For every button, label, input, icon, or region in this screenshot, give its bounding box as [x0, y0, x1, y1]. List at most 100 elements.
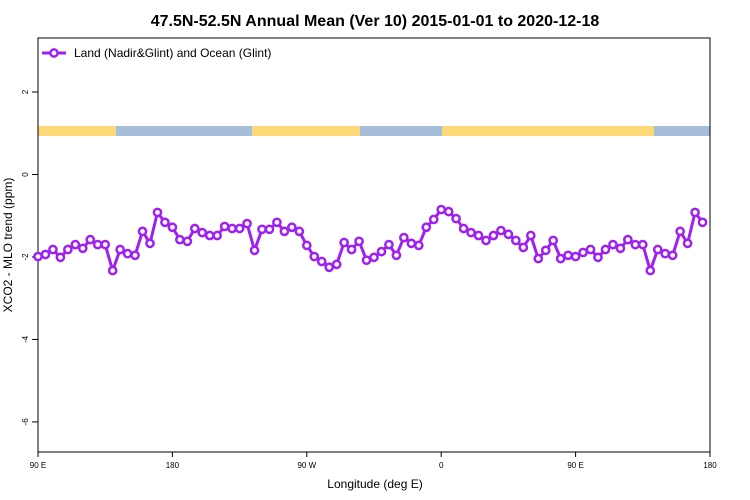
data-point: [443, 206, 454, 217]
data-point: [630, 239, 641, 250]
data-point: [287, 222, 297, 233]
data-point: [33, 251, 43, 262]
data-point: [384, 239, 394, 250]
data-point: [578, 247, 588, 258]
y-tick-label: -4: [21, 335, 30, 343]
data-point: [77, 243, 88, 254]
chart-title: 47.5N-52.5N Annual Mean (Ver 10) 2015-01…: [151, 13, 600, 30]
surface-strip: [38, 126, 710, 136]
data-point: [570, 251, 581, 262]
ocean-strip: [38, 126, 710, 136]
data-point: [406, 238, 417, 249]
y-tick-label: 2: [21, 89, 30, 94]
data-point: [40, 249, 51, 260]
data-point: [645, 265, 656, 276]
data-point: [92, 239, 103, 250]
data-point: [160, 217, 170, 228]
x-tick-label: 90 W: [297, 461, 316, 470]
data-point: [548, 235, 559, 246]
data-point: [660, 248, 671, 259]
data-point: [85, 234, 96, 245]
y-tick-label: -2: [21, 253, 30, 261]
data-point: [219, 221, 230, 232]
x-axis-label: Longitude (deg E): [327, 477, 422, 491]
data-point: [324, 262, 335, 273]
data-point: [525, 230, 536, 241]
data-point: [428, 214, 439, 225]
data-point: [436, 204, 447, 215]
data-point: [555, 253, 566, 264]
data-point: [279, 226, 290, 237]
data-point: [623, 234, 633, 245]
data-point: [346, 244, 357, 255]
data-point: [122, 248, 133, 259]
data-point: [234, 223, 245, 234]
data-point: [563, 250, 573, 261]
data-point: [496, 225, 506, 236]
data-point: [63, 244, 73, 255]
data-point: [130, 250, 140, 261]
data-point: [107, 265, 118, 276]
data-point: [391, 250, 402, 261]
y-tick-label: -6: [21, 418, 30, 426]
data-point: [637, 239, 648, 250]
data-point: [264, 224, 275, 235]
data-point: [152, 207, 163, 218]
data-point: [197, 227, 208, 238]
data-point: [615, 243, 626, 254]
data-point: [488, 230, 499, 241]
land-strip: [252, 126, 360, 136]
y-axis-label: XCO2 - MLO trend (ppm): [1, 178, 15, 313]
data-point: [70, 239, 81, 250]
data-point: [540, 245, 551, 256]
data-point: [593, 252, 603, 263]
data-point: [212, 230, 223, 241]
legend-label: Land (Nadir&Glint) and Ocean (Glint): [74, 46, 271, 60]
data-point: [600, 244, 611, 255]
x-tick-label: 90 E: [567, 461, 583, 470]
data-point: [667, 250, 678, 261]
legend-marker: [49, 48, 59, 58]
land-strip: [38, 126, 116, 136]
data-point: [331, 259, 342, 270]
data-point: [361, 255, 372, 266]
data-point: [167, 222, 178, 233]
data-point: [48, 244, 58, 255]
data-point: [399, 232, 409, 243]
data-point: [339, 237, 349, 248]
data-point: [309, 251, 320, 262]
data-point: [204, 230, 215, 241]
data-point: [585, 244, 596, 255]
data-point: [690, 207, 700, 218]
data-point: [55, 252, 66, 263]
data-point: [301, 240, 312, 251]
x-tick-label: 0: [439, 461, 444, 470]
data-point: [533, 253, 544, 264]
data-point: [697, 217, 708, 228]
data-point: [421, 222, 432, 233]
data-point: [249, 245, 260, 256]
data-point: [652, 244, 663, 255]
x-tick-label: 180: [703, 461, 717, 470]
data-point: [675, 226, 685, 237]
land-strip: [442, 126, 654, 136]
data-point: [316, 256, 327, 267]
data-point: [100, 239, 111, 250]
data-point: [137, 226, 148, 237]
data-point: [682, 238, 693, 249]
data-point: [466, 227, 476, 238]
data-point: [175, 234, 185, 245]
data-point: [503, 229, 514, 240]
data-point: [413, 240, 424, 251]
data-point: [473, 230, 484, 241]
data-point: [227, 223, 237, 234]
data-point: [189, 223, 200, 234]
data-point: [481, 235, 491, 246]
data-point: [369, 252, 379, 263]
data-point: [511, 235, 521, 246]
data-point: [518, 242, 529, 253]
data-point: [294, 226, 305, 237]
data-point: [182, 236, 193, 247]
data-point: [458, 223, 469, 234]
